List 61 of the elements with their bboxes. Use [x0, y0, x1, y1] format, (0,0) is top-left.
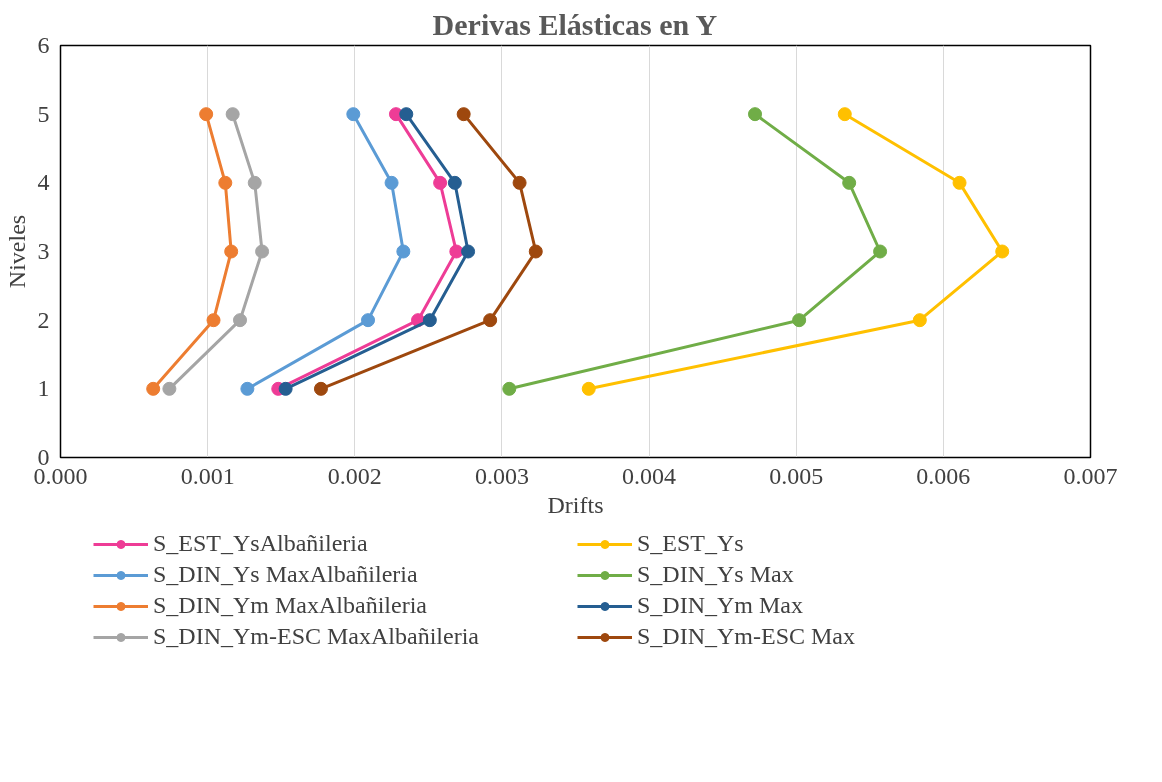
point: [199, 107, 214, 122]
point: [581, 381, 596, 396]
legend-label: S_DIN_Ys Max: [637, 561, 795, 588]
x-tick-label: 0.005: [769, 462, 824, 489]
point: [396, 244, 411, 259]
point: [240, 381, 255, 396]
x-tick-label: 0.002: [327, 462, 382, 489]
point: [233, 313, 248, 328]
point: [206, 313, 221, 328]
legend-label: S_EST_Ys: [637, 530, 745, 557]
y-tick-label: 6: [37, 32, 50, 58]
point: [842, 175, 857, 190]
point: [912, 313, 927, 328]
legend-label: S_EST_YsAlbañileria: [153, 530, 369, 557]
point: [247, 175, 262, 190]
point: [384, 175, 399, 190]
point: [433, 175, 448, 190]
point: [447, 175, 462, 190]
legend-label: S_DIN_Ym Max: [637, 592, 804, 619]
chart-title: Derivas Elásticas en Y: [432, 7, 718, 41]
x-axis-title: Drifts: [547, 491, 604, 518]
y-tick-label: 3: [37, 238, 50, 264]
point: [225, 107, 240, 122]
y-axis-title: Niveles: [3, 214, 30, 289]
point: [873, 244, 888, 259]
point: [162, 381, 177, 396]
point: [952, 175, 967, 190]
point: [456, 107, 471, 122]
legend-label: S_DIN_Ym-ESC Max: [637, 623, 856, 650]
x-tick-label: 0.003: [474, 462, 529, 489]
point: [449, 244, 464, 259]
point: [146, 381, 161, 396]
legend-label: S_DIN_Ym-ESC MaxAlbañileria: [153, 623, 480, 650]
point: [995, 244, 1010, 259]
legend-label: S_DIN_Ys MaxAlbañileria: [153, 561, 419, 588]
point: [255, 244, 270, 259]
x-tick-label: 0.006: [916, 462, 971, 489]
point: [361, 313, 376, 328]
point: [278, 381, 293, 396]
x-tick-label: 0.004: [622, 462, 677, 489]
point: [528, 244, 543, 259]
point: [502, 381, 517, 396]
point: [224, 244, 239, 259]
y-tick-label: 1: [37, 375, 50, 402]
point: [512, 175, 527, 190]
point: [792, 313, 807, 328]
point: [748, 107, 763, 122]
point: [313, 381, 328, 396]
point: [837, 107, 852, 122]
x-tick-label: 0.007: [1063, 462, 1118, 489]
x-tick-label: 0.001: [180, 462, 235, 489]
point: [483, 313, 498, 328]
legend-label: S_DIN_Ym MaxAlbañileria: [153, 592, 428, 619]
y-tick-label: 5: [37, 100, 50, 127]
point: [218, 175, 233, 190]
point: [399, 107, 414, 122]
point: [422, 313, 437, 328]
point: [461, 244, 476, 259]
y-tick-label: 4: [37, 169, 50, 196]
point: [346, 107, 361, 122]
y-tick-label: 2: [37, 306, 50, 333]
